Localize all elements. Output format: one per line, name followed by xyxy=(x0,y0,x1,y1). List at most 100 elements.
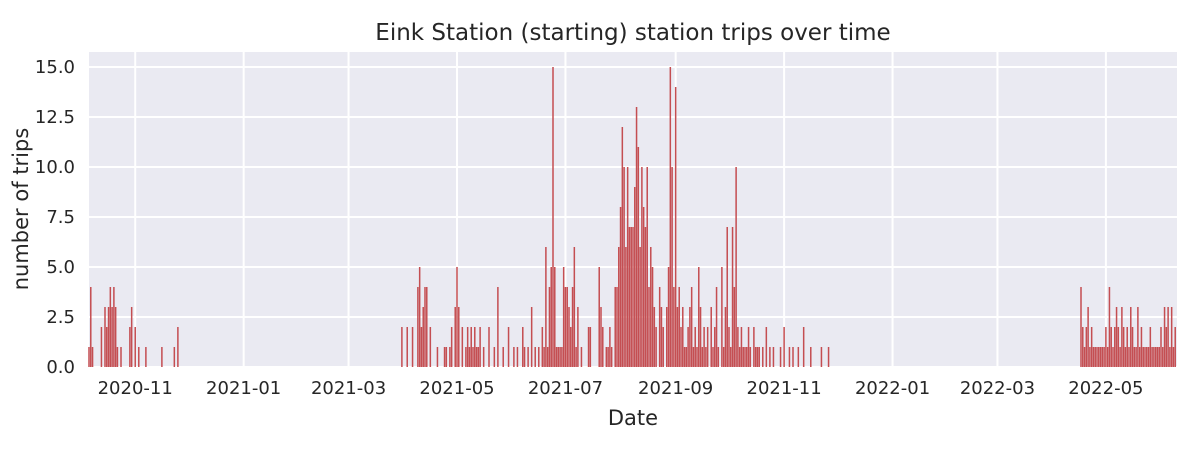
bar xyxy=(1163,307,1166,367)
bar xyxy=(502,347,504,367)
bar xyxy=(587,327,590,367)
bar xyxy=(699,307,702,367)
bar xyxy=(703,327,705,367)
bar xyxy=(753,327,755,367)
bar xyxy=(513,347,515,367)
bar xyxy=(717,347,720,367)
bar xyxy=(740,327,743,367)
bar xyxy=(109,287,112,367)
bar xyxy=(650,247,652,367)
bar xyxy=(630,227,632,367)
bar xyxy=(557,347,560,367)
bar xyxy=(522,327,524,367)
bar xyxy=(758,347,760,367)
bar xyxy=(443,347,446,367)
bar xyxy=(406,327,408,367)
bar xyxy=(1090,327,1093,367)
bar xyxy=(120,347,122,367)
y-tick-label: 15.0 xyxy=(35,57,75,78)
x-tick-label: 2021-03 xyxy=(311,378,386,399)
bar xyxy=(712,347,714,367)
bar xyxy=(1126,327,1128,367)
bar xyxy=(648,287,650,367)
bar xyxy=(674,87,677,367)
bar xyxy=(589,327,592,367)
bar xyxy=(550,267,552,367)
bar xyxy=(614,287,616,367)
bar xyxy=(134,327,136,367)
bar xyxy=(769,347,771,367)
bar xyxy=(1172,347,1175,367)
bar xyxy=(1140,327,1143,367)
x-tick-label: 2022-01 xyxy=(855,378,930,399)
bar xyxy=(730,347,732,367)
bar xyxy=(1124,347,1127,367)
x-axis-label: Date xyxy=(608,406,658,430)
bar xyxy=(173,347,176,367)
bar xyxy=(541,327,544,367)
bar xyxy=(610,347,613,367)
bar xyxy=(641,167,643,367)
bar xyxy=(660,307,663,367)
bar xyxy=(1131,327,1134,367)
bar xyxy=(724,307,727,367)
bar xyxy=(676,307,679,367)
y-tick-label: 10.0 xyxy=(35,157,75,178)
bar xyxy=(571,287,574,367)
bar xyxy=(820,347,823,367)
bar xyxy=(1130,307,1132,367)
bar xyxy=(475,347,478,367)
bar xyxy=(418,267,421,367)
bar xyxy=(493,347,496,367)
bar xyxy=(1154,347,1157,367)
bar xyxy=(1158,347,1160,367)
bar xyxy=(721,267,723,367)
bar xyxy=(424,287,426,367)
bar xyxy=(1167,307,1169,367)
bar xyxy=(1121,307,1123,367)
x-tick-label: 2020-11 xyxy=(98,378,173,399)
bar xyxy=(1108,287,1111,367)
bar xyxy=(546,347,549,367)
bar xyxy=(570,327,572,367)
bar xyxy=(456,267,458,367)
bar xyxy=(107,307,110,367)
bar xyxy=(497,287,499,367)
bar xyxy=(692,347,695,367)
bar xyxy=(625,247,627,367)
bar xyxy=(129,327,131,367)
bar xyxy=(673,287,675,367)
bar xyxy=(1089,347,1091,367)
bar xyxy=(678,287,680,367)
bar xyxy=(564,287,567,367)
bar xyxy=(177,327,179,367)
bar xyxy=(1083,347,1086,367)
bar xyxy=(642,207,645,367)
bar xyxy=(530,307,533,367)
bar xyxy=(470,327,472,367)
bar xyxy=(477,347,480,367)
bar xyxy=(653,307,656,367)
chart-title: Eink Station (starting) station trips ov… xyxy=(375,20,890,46)
bar xyxy=(1160,327,1162,367)
bar xyxy=(731,227,734,367)
bar xyxy=(1142,347,1144,367)
bar xyxy=(639,247,641,367)
bar xyxy=(450,327,453,367)
bar xyxy=(749,347,752,367)
bar xyxy=(655,327,657,367)
y-tick-label: 12.5 xyxy=(35,107,75,128)
bar xyxy=(694,327,696,367)
bar xyxy=(671,167,673,367)
bar xyxy=(792,347,794,367)
bar xyxy=(706,327,709,367)
bar xyxy=(683,347,686,367)
x-tick-label: 2021-09 xyxy=(638,378,713,399)
bar xyxy=(722,347,725,367)
bar xyxy=(468,347,471,367)
x-tick-label: 2022-03 xyxy=(960,378,1035,399)
bar xyxy=(488,327,490,367)
bar xyxy=(618,247,620,367)
bar xyxy=(461,327,464,367)
